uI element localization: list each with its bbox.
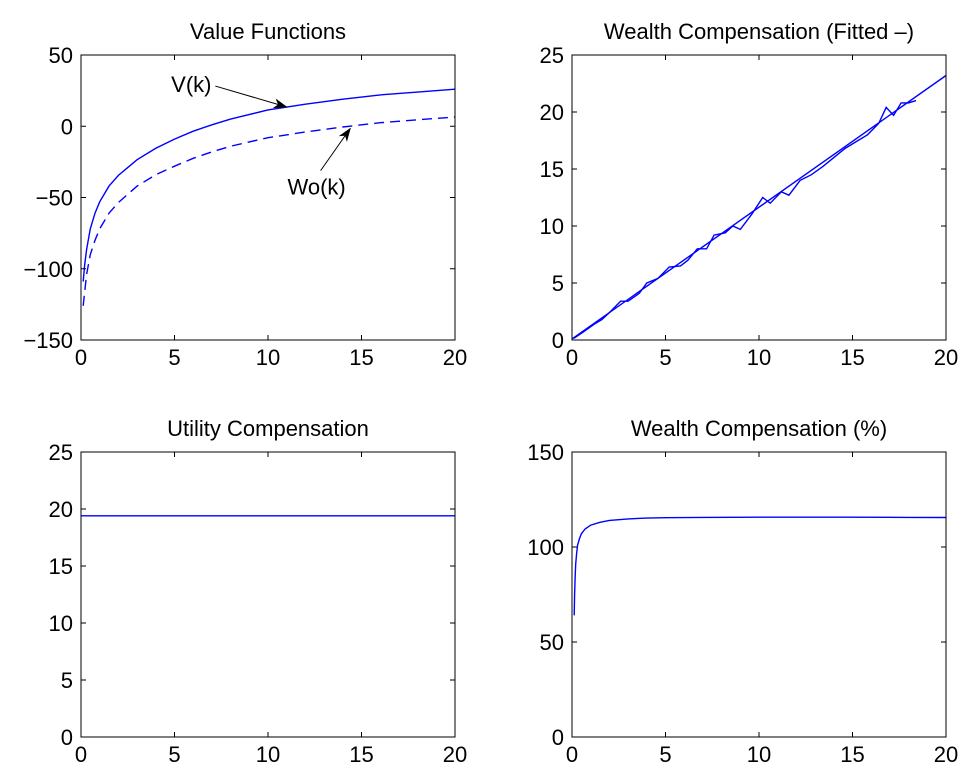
y-tick-label: 50 <box>540 630 564 655</box>
series-group <box>83 89 455 306</box>
x-tick-label: 0 <box>75 345 87 370</box>
y-tick-label: 25 <box>49 440 73 465</box>
y-tick-label: 150 <box>527 440 564 465</box>
series-line-2 <box>574 101 916 339</box>
subplot-value-functions: Value Functions 0 5 10 15 20 −150 −100 −50 0 50 V(k… <box>23 19 467 370</box>
y-tick-label: −100 <box>23 257 73 282</box>
y-tick-label: 100 <box>527 535 564 560</box>
y-tick-label: 0 <box>61 114 73 139</box>
y-tick-label: 0 <box>552 725 564 750</box>
series-line-1 <box>572 76 946 339</box>
x-tick-label: 15 <box>349 742 373 767</box>
axes-frame <box>81 55 455 340</box>
x-tick-label: 5 <box>659 345 671 370</box>
x-tick-label: 10 <box>747 742 771 767</box>
x-tick-label: 10 <box>256 742 280 767</box>
chart-title: Wealth Compensation (%) <box>631 416 887 441</box>
y-tick-label: 5 <box>552 271 564 296</box>
x-tick-label: 20 <box>934 345 958 370</box>
x-tick-label: 5 <box>659 742 671 767</box>
subplot-wealth-compensation-fitted: Wealth Compensation (Fitted –) 0 5 10 15 20 0 5… <box>540 19 959 370</box>
series-line-1 <box>574 517 946 615</box>
y-tick-label: 10 <box>540 214 564 239</box>
y-tick-label: 5 <box>61 668 73 693</box>
annotation-label: Wo(k) <box>287 175 345 200</box>
x-tick-label: 5 <box>168 345 180 370</box>
y-tick-label: −150 <box>23 328 73 353</box>
y-tick-label: 20 <box>540 100 564 125</box>
y-tick-label: 25 <box>540 43 564 68</box>
x-tick-label: 0 <box>75 742 87 767</box>
annotation-label: V(k) <box>171 72 211 97</box>
chart-title: Value Functions <box>190 19 346 44</box>
chart-title: Wealth Compensation (Fitted –) <box>604 19 914 44</box>
y-tick-label: 15 <box>540 157 564 182</box>
series-line-1 <box>83 89 455 281</box>
series-group <box>572 76 946 339</box>
annotation-arrow <box>321 128 351 170</box>
subplot-utility-compensation: Utility Compensation 0 5 10 15 20 0 5 10 15 20 25 <box>49 416 468 767</box>
series-line-2-dashed <box>83 117 455 306</box>
x-tick-label: 20 <box>934 742 958 767</box>
x-tick-label: 15 <box>840 345 864 370</box>
annotation-arrow <box>215 86 286 107</box>
x-tick-label: 0 <box>566 345 578 370</box>
y-tick-label: 0 <box>61 725 73 750</box>
y-tick-label: 50 <box>49 43 73 68</box>
axes-frame <box>572 452 946 737</box>
y-tick-label: 20 <box>49 497 73 522</box>
y-tick-label: 15 <box>49 554 73 579</box>
x-tick-label: 20 <box>443 742 467 767</box>
x-tick-label: 0 <box>566 742 578 767</box>
x-tick-label: 15 <box>349 345 373 370</box>
axes-frame <box>81 452 455 737</box>
x-tick-label: 20 <box>443 345 467 370</box>
subplot-wealth-compensation-percent: Wealth Compensation (%) 0 5 10 15 20 0 50 100 150 <box>527 416 958 767</box>
x-tick-label: 10 <box>256 345 280 370</box>
axes-frame <box>572 55 946 340</box>
y-tick-label: 0 <box>552 328 564 353</box>
y-tick-label: −50 <box>36 186 73 211</box>
x-tick-label: 10 <box>747 345 771 370</box>
x-tick-label: 5 <box>168 742 180 767</box>
series-group <box>574 517 946 615</box>
x-tick-label: 15 <box>840 742 864 767</box>
y-tick-label: 10 <box>49 611 73 636</box>
chart-title: Utility Compensation <box>167 416 369 441</box>
